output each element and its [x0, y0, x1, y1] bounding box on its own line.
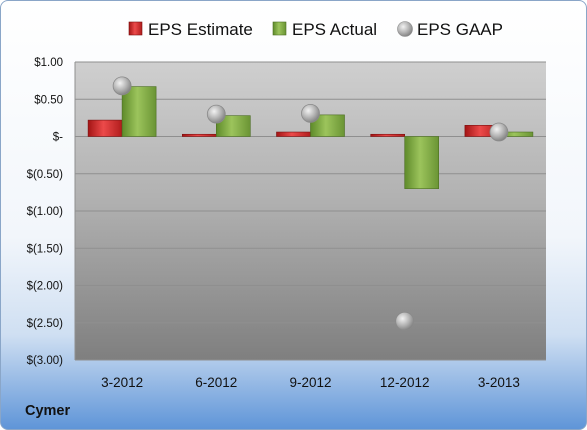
- x-tick-label: 12-2012: [380, 375, 430, 390]
- legend-swatch-actual: [272, 21, 287, 36]
- bar-eps-actual: [121, 86, 157, 137]
- y-tick-label: $(2.00): [27, 281, 64, 293]
- y-tick-label: $(2.50): [27, 318, 64, 330]
- bar-eps-actual: [216, 115, 251, 137]
- marker-eps-gaap: [395, 311, 415, 331]
- x-tick-label: 6-2012: [195, 375, 237, 390]
- y-tick-label: $-: [53, 132, 63, 144]
- marker-eps-gaap: [489, 122, 509, 142]
- legend-label: EPS Actual: [292, 20, 377, 39]
- chart-legend: EPS Estimate EPS Actual EPS GAAP: [128, 20, 503, 39]
- bar-eps-estimate: [276, 131, 311, 137]
- bar-eps-estimate: [182, 133, 217, 137]
- y-tick-label: $(1.50): [27, 243, 64, 255]
- bar-eps-estimate: [370, 133, 406, 137]
- marker-eps-gaap: [112, 76, 132, 96]
- legend-swatch-gaap: [397, 21, 413, 37]
- x-tick-label: 9-2012: [289, 375, 331, 390]
- x-tick-label: 3-2013: [478, 375, 520, 390]
- bar-eps-estimate: [87, 119, 123, 137]
- y-axis: $1.00 $0.50 $- $(0.50) $(1.00) $(1.50) $(2.00)…: [27, 57, 76, 367]
- x-axis: 3-2012 6-2012 9-2012 12-2012 3-2013: [101, 375, 520, 390]
- y-tick-label: $(3.00): [27, 355, 64, 367]
- bar-eps-actual: [310, 114, 345, 137]
- data-marks: [87, 76, 534, 331]
- y-tick-label: $1.00: [34, 57, 63, 69]
- company-name: Cymer: [25, 403, 71, 419]
- y-tick-label: $0.50: [34, 94, 63, 106]
- legend-swatch-estimate: [128, 21, 143, 36]
- marker-eps-gaap: [301, 104, 320, 123]
- y-tick-label: $(1.00): [27, 206, 64, 218]
- legend-label: EPS GAAP: [417, 20, 503, 39]
- bar-eps-actual: [404, 136, 440, 189]
- x-tick-label: 3-2012: [101, 375, 143, 390]
- marker-eps-gaap: [206, 104, 226, 124]
- legend-label: EPS Estimate: [148, 20, 253, 39]
- y-tick-label: $(0.50): [27, 169, 64, 181]
